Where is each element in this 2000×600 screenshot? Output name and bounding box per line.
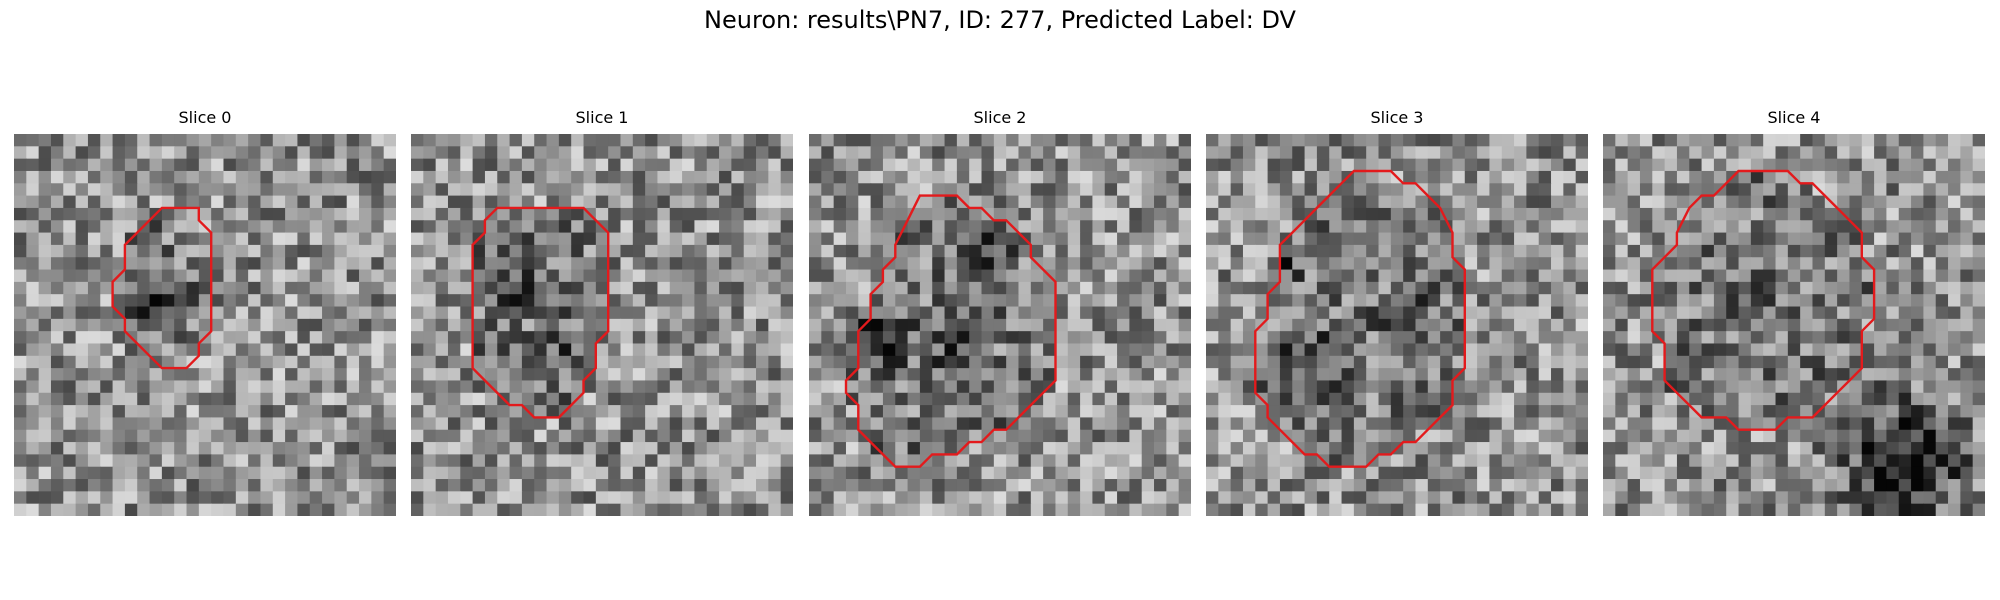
- neuron-contour: [844, 194, 1057, 468]
- slice-title-4: Slice 4: [1767, 108, 1821, 127]
- slice-title-1: Slice 1: [575, 108, 629, 127]
- slice-image-2: [809, 134, 1191, 516]
- slice-title-0: Slice 0: [178, 108, 232, 127]
- neuron-contour: [111, 206, 213, 370]
- neuron-contour: [1651, 169, 1876, 431]
- pixel-grid: [809, 134, 1191, 516]
- slice-image-3: [1206, 134, 1588, 516]
- slice-title-3: Slice 3: [1370, 108, 1424, 127]
- pixel-grid: [411, 134, 793, 516]
- slice-image-4: [1603, 134, 1985, 516]
- figure-title: Neuron: results\PN7, ID: 277, Predicted …: [704, 6, 1296, 34]
- pixel-grid: [1206, 134, 1588, 516]
- pixel-grid: [1603, 134, 1985, 516]
- neuron-contour: [471, 206, 610, 419]
- neuron-contour: [1254, 169, 1466, 468]
- slice-image-1: [411, 134, 793, 516]
- pixel-grid: [14, 134, 396, 516]
- slice-title-2: Slice 2: [973, 108, 1027, 127]
- slice-image-0: [14, 134, 396, 516]
